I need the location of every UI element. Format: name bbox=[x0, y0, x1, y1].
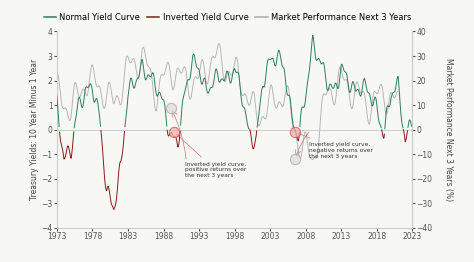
Point bbox=[291, 130, 299, 134]
Text: Inverted yield curve,
positive returns over
the next 3 years: Inverted yield curve, positive returns o… bbox=[177, 135, 246, 178]
Point bbox=[170, 130, 178, 134]
Point bbox=[291, 157, 299, 161]
Y-axis label: Treasury Yields: 10 Year Minus 1 Year: Treasury Yields: 10 Year Minus 1 Year bbox=[30, 59, 39, 200]
Y-axis label: Market Performance Next 3 Years (%): Market Performance Next 3 Years (%) bbox=[444, 58, 453, 201]
Point bbox=[167, 106, 174, 110]
Legend: Normal Yield Curve, Inverted Yield Curve, Market Performance Next 3 Years: Normal Yield Curve, Inverted Yield Curve… bbox=[40, 10, 415, 26]
Text: Inverted yield curve,
negative returns over
the next 3 years: Inverted yield curve, negative returns o… bbox=[298, 133, 373, 159]
